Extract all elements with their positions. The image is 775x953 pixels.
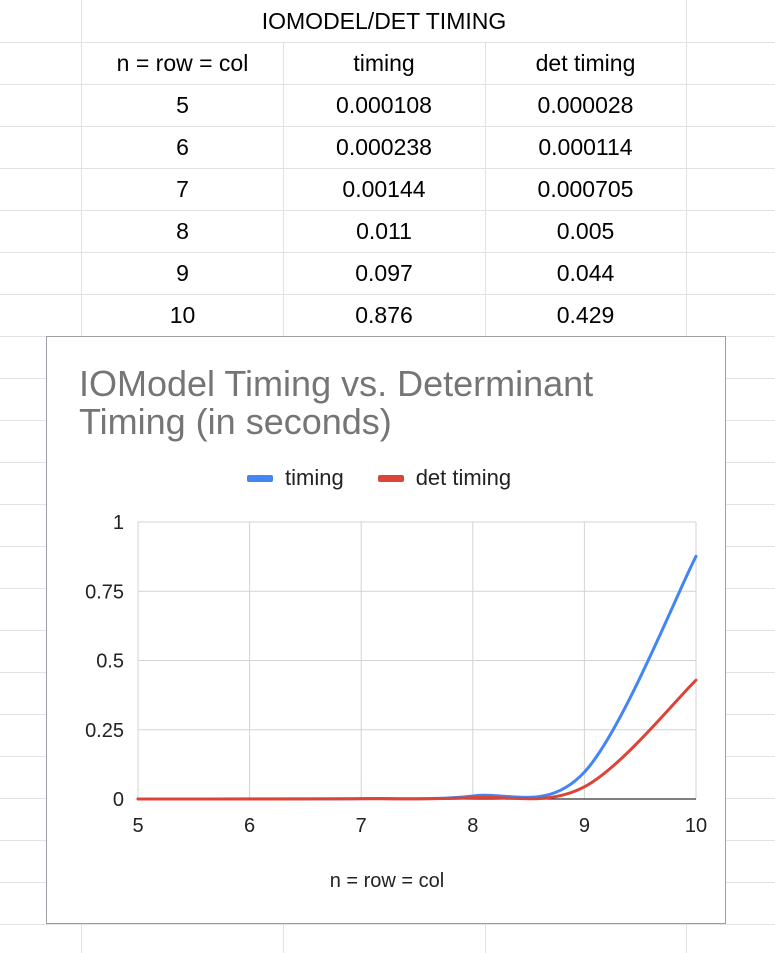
cell-det-timing[interactable]: 0.000028 [537,92,634,118]
cell-n[interactable]: 10 [169,302,196,328]
cell-n[interactable]: 6 [176,134,189,160]
y-tick-label: 0.25 [85,720,124,742]
cell-det-timing[interactable]: 0.005 [556,218,615,244]
x-tick-label: 5 [132,815,143,837]
x-tick-label: 6 [244,815,255,837]
legend-item-det-timing[interactable]: det timing [377,465,512,491]
header-row: n = row = col timing det timing [0,42,775,84]
table-row: 7 0.00144 0.000705 [0,168,775,210]
cell-n[interactable]: 5 [176,92,189,118]
table-row: 9 0.097 0.044 [0,252,775,294]
legend-swatch-det-timing [377,474,404,482]
y-tick-label: 1 [113,512,124,534]
cell-n[interactable]: 9 [176,260,189,286]
cell-n[interactable]: 7 [176,176,189,202]
y-tick-label: 0.75 [85,581,124,603]
y-tick-label: 0.5 [96,651,124,673]
table-row: 8 0.011 0.005 [0,210,775,252]
table-title-cell[interactable]: IOMODEL/DET TIMING [261,8,507,34]
cell-det-timing[interactable]: 0.044 [556,260,615,286]
x-axis-title: n = row = col [329,870,445,892]
embedded-chart[interactable]: IOModel Timing vs. Determinant Timing (i… [46,336,726,924]
series-line-det-timing [136,678,698,801]
x-tick-label: 8 [467,815,478,837]
table-row: 5 0.000108 0.000028 [0,84,775,126]
x-tick-label: 9 [579,815,590,837]
cell-timing[interactable]: 0.000108 [336,92,432,118]
x-tick-label: 7 [356,815,367,837]
cell-det-timing[interactable]: 0.000114 [538,134,633,160]
chart-title: IOModel Timing vs. Determinant Timing (i… [79,363,594,442]
cell-timing[interactable]: 0.000238 [336,134,432,160]
cell-timing[interactable]: 0.876 [355,302,413,328]
timing-table: IOMODEL/DET TIMING n = row = col timing … [0,0,775,340]
series-line-timing [136,554,698,801]
legend-swatch-timing [247,474,273,482]
header-cell-timing[interactable]: timing [353,50,415,76]
legend-item-timing[interactable]: timing [247,465,344,491]
cell-timing[interactable]: 0.097 [355,260,413,286]
header-cell-det-timing[interactable]: det timing [535,50,636,76]
table-row: 10 0.876 0.429 [0,294,775,336]
cell-det-timing[interactable]: 0.000705 [537,176,634,202]
chart-legend: timing det timing [247,465,545,491]
cell-det-timing[interactable]: 0.429 [556,302,615,328]
legend-label-timing: timing [285,465,344,490]
cell-timing[interactable]: 0.00144 [342,176,426,202]
table-row: 6 0.000238 0.000114 [0,126,775,168]
header-cell-n[interactable]: n = row = col [116,50,249,76]
legend-label-det-timing: det timing [415,465,512,490]
chart-plot-area: 0 0.25 0.5 0.75 1 5 6 7 8 9 10 [85,512,707,837]
y-tick-label: 0 [113,789,124,811]
x-tick-label: 10 [685,815,707,837]
cell-timing[interactable]: 0.011 [356,218,412,244]
cell-n[interactable]: 8 [176,218,189,244]
